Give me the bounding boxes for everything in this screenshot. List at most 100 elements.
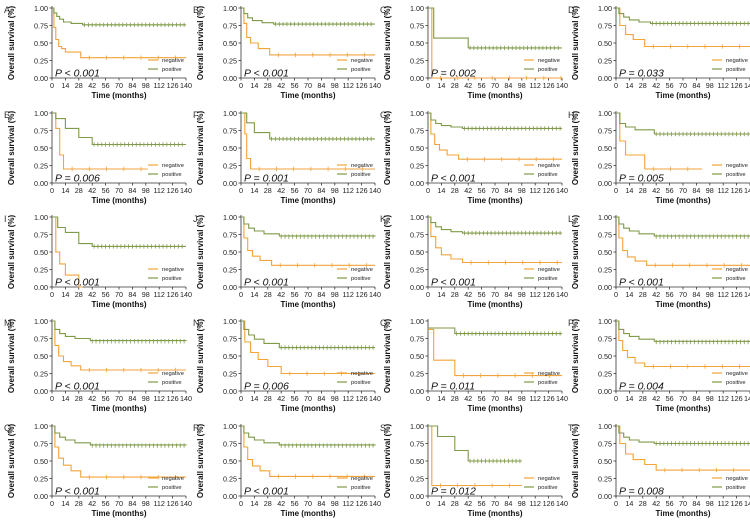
km-curve-positive: [241, 425, 376, 446]
x-tick-label: 28: [264, 81, 272, 90]
panel-label: N: [193, 318, 200, 328]
x-tick-label: 140: [556, 186, 568, 195]
x-tick-label: 14: [61, 290, 69, 299]
x-axis-title: Time (months): [281, 300, 336, 309]
x-tick-label: 98: [706, 394, 714, 403]
x-tick-label: 28: [639, 81, 647, 90]
x-tick-label: 0: [614, 394, 618, 403]
y-tick-label: 0.00: [223, 283, 237, 292]
x-tick-label: 0: [614, 81, 618, 90]
y-tick-label: 0.75: [223, 230, 237, 239]
x-tick-label: 42: [88, 81, 96, 90]
x-tick-label: 42: [277, 290, 285, 299]
km-curve-positive: [52, 320, 187, 342]
x-tick-label: 126: [167, 81, 179, 90]
x-tick-label: 42: [88, 394, 96, 403]
panel-D: D0.000.250.500.751.000 14 28 42 56 70 84 98 112 1…: [568, 4, 750, 100]
km-curve-negative: [428, 112, 562, 160]
x-tick-label: 140: [180, 499, 192, 508]
km-curve-negative: [616, 112, 703, 170]
x-tick-label: 14: [437, 290, 445, 299]
y-tick-label: 1.00: [410, 4, 424, 13]
p-value-label: P = 0.006: [55, 173, 100, 185]
x-tick-label: 84: [692, 290, 700, 299]
x-tick-label: 0: [426, 394, 430, 403]
x-tick-label: 70: [304, 81, 312, 90]
km-curve-negative: [241, 320, 375, 375]
p-value-label: P = 0.001: [244, 173, 289, 185]
x-tick-label: 140: [369, 186, 381, 195]
y-tick-label: 0.50: [223, 248, 237, 257]
legend-label-positive: positive: [351, 276, 371, 282]
x-tick-label: 98: [331, 81, 339, 90]
y-tick-label: 0.25: [598, 265, 612, 274]
y-tick-label: 0.00: [223, 74, 237, 83]
x-tick-label: 112: [342, 186, 353, 195]
y-tick-label: 0.00: [34, 179, 48, 188]
legend-label-negative: negative: [726, 58, 748, 64]
legend-label-negative: negative: [351, 476, 373, 482]
panel-label: M: [4, 318, 12, 328]
y-tick-label: 0.00: [598, 492, 612, 501]
y-tick-label: 0.50: [223, 457, 237, 466]
x-tick-label: 56: [291, 394, 299, 403]
panel-label: G: [380, 110, 387, 120]
y-axis-title: Overall survival (%): [196, 6, 205, 81]
x-axis-title: Time (months): [656, 509, 711, 518]
km-curve-negative: [241, 112, 375, 170]
legend-label-positive: positive: [162, 276, 182, 282]
y-tick-label: 1.00: [410, 213, 424, 222]
y-tick-label: 0.75: [223, 334, 237, 343]
x-tick-label: 98: [142, 499, 150, 508]
y-tick-label: 0.25: [410, 474, 424, 483]
x-tick-label: 140: [369, 394, 381, 403]
y-tick-label: 0.75: [410, 21, 424, 30]
y-tick-label: 0.50: [410, 248, 424, 257]
km-curve-negative: [52, 7, 186, 59]
x-tick-label: 42: [88, 186, 96, 195]
y-tick-label: 0.00: [410, 283, 424, 292]
x-tick-label: 112: [717, 290, 728, 299]
panel-N: N0.000.250.500.751.000 14 28 42 56 70 84 98 112 1…: [193, 317, 381, 413]
x-tick-label: 70: [679, 186, 687, 195]
panel-label: J: [193, 214, 198, 224]
x-tick-label: 98: [142, 394, 150, 403]
panel-label: A: [4, 5, 10, 15]
x-tick-label: 140: [369, 81, 381, 90]
x-tick-label: 140: [556, 499, 568, 508]
km-curve-negative: [52, 320, 186, 371]
y-tick-label: 0.00: [598, 74, 612, 83]
y-axis-title: Overall survival (%): [7, 319, 16, 394]
x-tick-label: 0: [614, 290, 618, 299]
x-tick-label: 42: [464, 81, 472, 90]
x-tick-label: 56: [102, 499, 110, 508]
legend-label-positive: positive: [726, 380, 746, 386]
y-tick-label: 0.25: [223, 161, 237, 170]
x-tick-label: 28: [639, 394, 647, 403]
y-tick-label: 0.25: [223, 56, 237, 65]
x-tick-label: 112: [342, 499, 353, 508]
y-tick-label: 0.25: [34, 369, 48, 378]
x-tick-label: 112: [529, 290, 540, 299]
y-tick-label: 0.50: [34, 39, 48, 48]
x-tick-label: 42: [464, 499, 472, 508]
x-tick-label: 84: [128, 499, 136, 508]
panel-label: F: [193, 110, 199, 120]
x-tick-label: 84: [504, 186, 512, 195]
legend-label-negative: negative: [726, 371, 748, 377]
y-tick-label: 0.25: [410, 369, 424, 378]
p-value-label: P < 0.001: [55, 277, 100, 289]
legend-label-negative: negative: [351, 163, 373, 169]
p-value-label: P < 0.001: [55, 68, 100, 80]
km-curve-negative: [241, 7, 375, 56]
x-tick-label: 56: [291, 499, 299, 508]
x-tick-label: 70: [304, 394, 312, 403]
x-tick-label: 28: [264, 290, 272, 299]
x-tick-label: 98: [331, 499, 339, 508]
legend-label-negative: negative: [726, 267, 748, 273]
x-tick-label: 42: [277, 394, 285, 403]
x-tick-label: 28: [639, 499, 647, 508]
legend-label-negative: negative: [351, 58, 373, 64]
y-tick-label: 0.50: [598, 248, 612, 257]
x-tick-label: 84: [692, 81, 700, 90]
